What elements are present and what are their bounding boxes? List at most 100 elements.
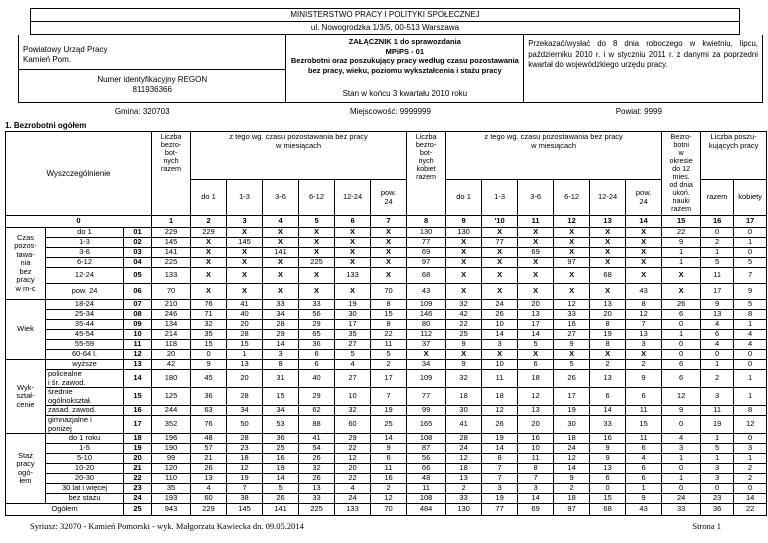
value-cell: 40 bbox=[226, 309, 264, 320]
value-cell: 16 bbox=[589, 433, 627, 444]
value-cell: 9 bbox=[625, 493, 663, 504]
regon-value: 811936366 bbox=[132, 85, 172, 94]
value-cell: 19 bbox=[700, 415, 735, 434]
value-cell: 33 bbox=[445, 493, 483, 504]
row-number: 20 bbox=[122, 453, 153, 464]
row-number: 06 bbox=[122, 283, 153, 300]
value-cell: 7 bbox=[370, 387, 408, 406]
value-cell: 41 bbox=[445, 415, 483, 434]
value-cell: 6 bbox=[625, 443, 663, 454]
row-number: 04 bbox=[122, 257, 153, 268]
value-cell: 1 bbox=[700, 359, 735, 370]
value-cell: 3 bbox=[700, 387, 735, 406]
row-number: 24 bbox=[122, 493, 153, 504]
value-cell: 16 bbox=[370, 473, 408, 484]
value-cell: 9 bbox=[445, 359, 483, 370]
table-row: Czas pozos- tawa- nia bez pracy w m-c do … bbox=[5, 227, 768, 300]
value-cell: 141 bbox=[262, 247, 300, 258]
value-cell: 36 bbox=[700, 503, 735, 516]
table-total-row: Ogółem 25 943 229 145 141 225 133 70 484 130 77 69 97… bbox=[5, 503, 768, 516]
value-cell: 6 bbox=[298, 359, 336, 370]
table-row: pow. 24 06 70 X X X X X 70 43 X X X X X 43 X 17 9 bbox=[6, 283, 768, 300]
table-row: 45-54 10 214 35 28 29 65 35 22 112 25 14 14 27 19 13 1 6 4 bbox=[6, 329, 768, 340]
header-czas-span-2: z tego wg. czasu pozostawania bez pracy … bbox=[445, 131, 663, 180]
value-cell: X bbox=[226, 227, 264, 238]
row-number: 03 bbox=[122, 247, 153, 258]
value-cell: 31 bbox=[262, 369, 300, 388]
value-cell: 26 bbox=[553, 369, 591, 388]
value-cell: 0 bbox=[700, 349, 735, 360]
value-cell: 17 bbox=[553, 387, 591, 406]
value-cell: 26 bbox=[298, 453, 336, 464]
value-cell: 13 bbox=[589, 299, 627, 310]
value-cell: X bbox=[553, 283, 591, 300]
regon-label: Numer identyfikacyjny REGON bbox=[97, 75, 208, 84]
value-cell: 56 bbox=[406, 453, 447, 464]
value-cell: X bbox=[589, 349, 627, 360]
value-cell: 68 bbox=[589, 267, 627, 284]
value-cell: 19 bbox=[226, 473, 264, 484]
colnum-10: '10 bbox=[481, 215, 519, 228]
value-cell: 99 bbox=[406, 405, 447, 416]
subcol-poszukujacy-razem: razem bbox=[700, 179, 735, 216]
value-cell: X bbox=[334, 237, 372, 248]
value-cell: X bbox=[625, 267, 663, 284]
value-cell: 6 bbox=[661, 309, 702, 320]
value-cell: 28 bbox=[226, 387, 264, 406]
value-cell: 15 bbox=[262, 387, 300, 406]
value-cell: 13 bbox=[226, 359, 264, 370]
value-cell: X bbox=[517, 349, 555, 360]
value-cell: 0 bbox=[661, 319, 702, 330]
value-cell: 19 bbox=[370, 405, 408, 416]
value-cell: 7 bbox=[625, 319, 663, 330]
row-label: 55-59 bbox=[45, 339, 124, 350]
table-row: 1-5 19 190 57 23 25 54 22 9 87 24 14 10 24 9 6 3 5 3 bbox=[6, 443, 768, 454]
value-cell: 40 bbox=[298, 369, 336, 388]
value-cell: 6 bbox=[517, 359, 555, 370]
value-cell: 19 bbox=[481, 433, 519, 444]
header-wyszczegolnienie: Wyszczególnienie bbox=[4, 131, 153, 216]
value-cell: 18 bbox=[517, 369, 555, 388]
value-cell: 12 bbox=[661, 387, 702, 406]
subcol-12-24: 12-24 bbox=[334, 179, 372, 216]
row-number: 01 bbox=[122, 227, 153, 238]
value-cell: 1 bbox=[700, 247, 735, 258]
value-cell: X bbox=[226, 267, 264, 284]
value-cell: 36 bbox=[190, 387, 228, 406]
value-cell: 14 bbox=[481, 443, 519, 454]
value-cell: 0 bbox=[661, 463, 702, 474]
subcol-12-24-k: 12-24 bbox=[589, 179, 627, 216]
value-cell: 0 bbox=[661, 483, 702, 494]
value-cell: 225 bbox=[298, 503, 336, 516]
value-cell: 8 bbox=[589, 339, 627, 350]
value-cell: 32 bbox=[190, 319, 228, 330]
colnum-17: 17 bbox=[733, 215, 768, 228]
value-cell: 5 bbox=[553, 359, 591, 370]
table-row: bez stażu 24 193 60 38 26 33 24 12 108 33 19 14 18 15 9… bbox=[6, 493, 768, 504]
value-cell: X bbox=[589, 257, 627, 268]
value-cell: 25 bbox=[370, 415, 408, 434]
value-cell: 10 bbox=[481, 359, 519, 370]
table-body: Czas pozos- tawa- nia bez pracy w m-c do … bbox=[5, 227, 768, 516]
table-row: policealne i śr. zawod. 14 180 45 20 31 40 27 17… bbox=[6, 369, 768, 388]
value-cell: 4 bbox=[700, 319, 735, 330]
value-cell: 9 bbox=[190, 359, 228, 370]
table-row: zasad. zawod. 16 244 63 34 34 62 32 19 99 30 12 13 19… bbox=[6, 405, 768, 416]
value-cell: 19 bbox=[334, 299, 372, 310]
value-cell: 34 bbox=[262, 405, 300, 416]
value-cell: 133 bbox=[151, 267, 192, 284]
row-number: 13 bbox=[122, 359, 153, 370]
row-number: 10 bbox=[122, 329, 153, 340]
row-number: 25 bbox=[122, 503, 153, 516]
value-cell: 5 bbox=[700, 257, 735, 268]
value-cell: 43 bbox=[625, 503, 663, 516]
value-cell: 14 bbox=[517, 493, 555, 504]
value-cell: 11 bbox=[625, 405, 663, 416]
value-cell: 76 bbox=[190, 415, 228, 434]
value-cell: X bbox=[517, 227, 555, 238]
value-cell: 48 bbox=[190, 433, 228, 444]
value-cell: 0 bbox=[700, 227, 735, 238]
table-row: 5-10 20 99 21 18 16 26 12 6 56 12 8 11 12 9 4 1 1 1 bbox=[6, 453, 768, 464]
row-number: 22 bbox=[122, 473, 153, 484]
value-cell: 32 bbox=[445, 299, 483, 310]
